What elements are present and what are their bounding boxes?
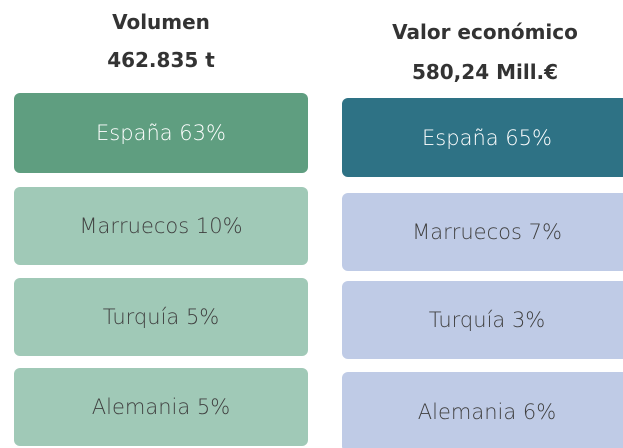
country-box: Turquía 3% xyxy=(342,281,623,359)
column-subtitle: 462.835 t xyxy=(107,48,215,72)
country-box: Alemania 5% xyxy=(14,368,308,446)
country-box: Alemania 6% xyxy=(342,372,623,448)
country-box: Marruecos 7% xyxy=(342,193,623,271)
country-box: Marruecos 10% xyxy=(14,187,308,265)
column-title: Volumen xyxy=(112,10,210,34)
country-box: Turquía 5% xyxy=(14,278,308,356)
column-subtitle: 580,24 Mill.€ xyxy=(411,60,559,84)
country-box: España 65% xyxy=(342,98,623,177)
column-title: Valor económico xyxy=(392,20,578,44)
country-box: España 63% xyxy=(14,93,308,173)
